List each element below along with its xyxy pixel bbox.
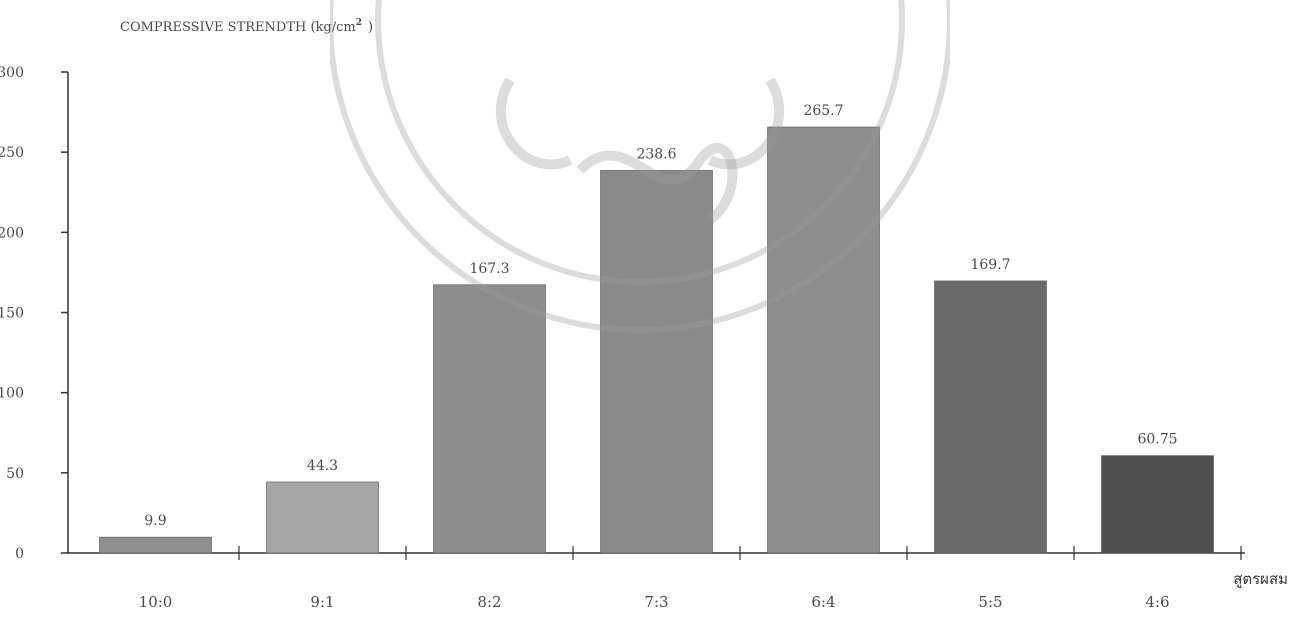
- x-tick-label: 9:1: [310, 593, 334, 611]
- value-labels-group: 9.9 44.3 167.3 238.6 265.7 169.7 60.75: [144, 103, 1177, 529]
- y-tick-label: 200: [0, 225, 24, 241]
- bar-4-6: [1101, 455, 1214, 554]
- y-tick-label: 50: [6, 466, 24, 482]
- x-axis-label: สูตรผสม: [1233, 570, 1288, 588]
- x-tick-label: 4:6: [1145, 593, 1169, 611]
- y-axis-label-superscript: 2: [356, 18, 362, 28]
- y-axis-label-main: COMPRESSIVE STRENDTH (kg/cm: [120, 20, 356, 35]
- bar-5-5: [934, 280, 1047, 554]
- bars-group: [99, 126, 1214, 554]
- y-ticks-group: 0 50 100 150 200 250 300: [0, 65, 68, 562]
- data-label: 238.6: [636, 146, 676, 162]
- x-tick-label: 7:3: [644, 593, 668, 611]
- y-tick-label: 100: [0, 386, 24, 402]
- y-axis-label: COMPRESSIVE STRENDTH (kg/cm2): [120, 18, 373, 35]
- bar-9-1: [266, 481, 379, 554]
- data-label: 265.7: [803, 103, 843, 119]
- x-tick-labels-group: 10:0 9:1 8:2 7:3 6:4 5:5 4:6: [139, 593, 1170, 611]
- data-label: 44.3: [307, 458, 338, 474]
- bar-6-4: [767, 126, 880, 554]
- x-tick-label: 8:2: [477, 593, 501, 611]
- data-label: 9.9: [144, 513, 166, 529]
- y-axis-label-close: ): [368, 20, 373, 35]
- bar-7-3: [600, 170, 713, 554]
- x-tick-label: 6:4: [811, 593, 835, 611]
- x-tick-label: 5:5: [978, 593, 1002, 611]
- bar-8-2: [433, 284, 546, 554]
- y-tick-label: 150: [0, 306, 24, 322]
- y-tick-label: 250: [0, 145, 24, 161]
- bar-10-0: [99, 536, 212, 554]
- data-label: 167.3: [469, 261, 509, 277]
- data-label: 60.75: [1137, 432, 1177, 448]
- y-tick-label: 300: [0, 65, 24, 81]
- data-label: 169.7: [970, 257, 1010, 273]
- x-separators-group: [238, 546, 1242, 560]
- x-tick-label: 10:0: [139, 593, 173, 611]
- y-tick-label: 0: [15, 546, 24, 562]
